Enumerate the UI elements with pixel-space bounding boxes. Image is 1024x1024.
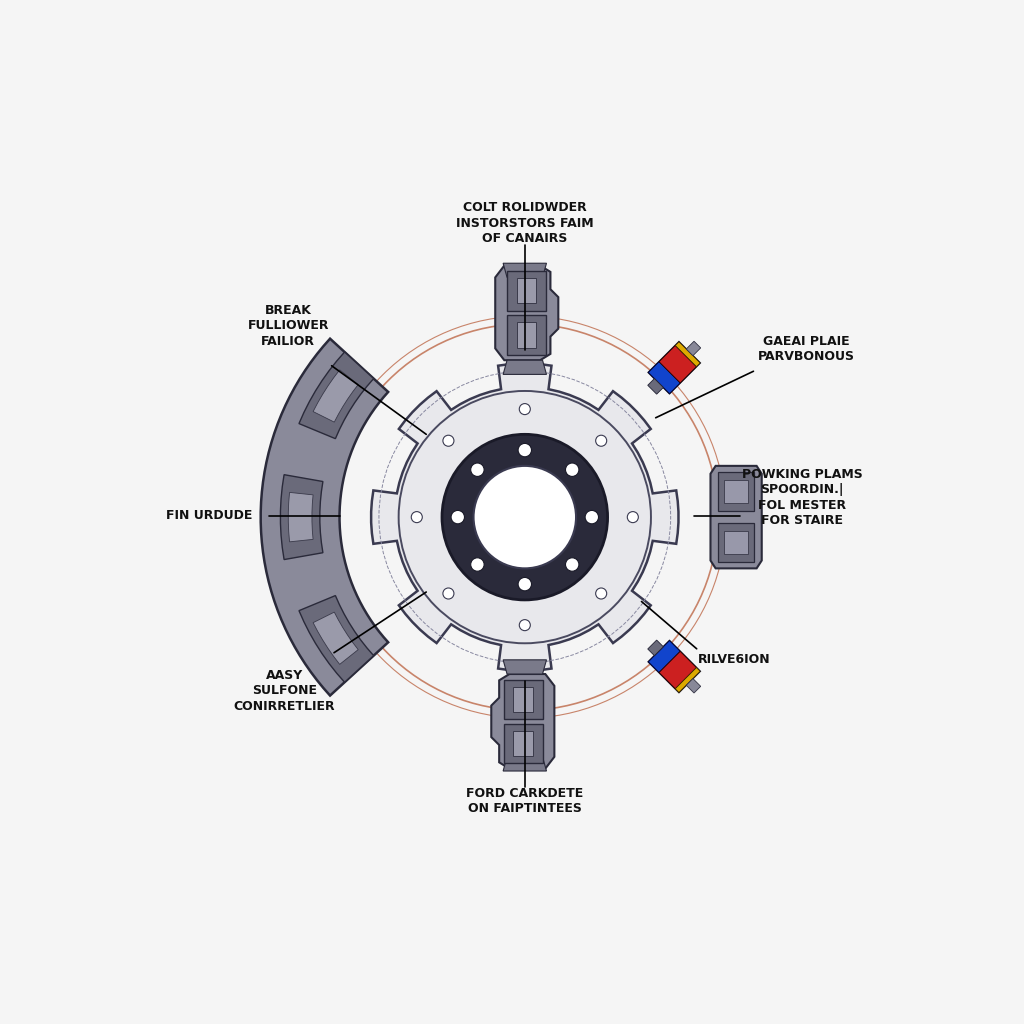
Circle shape: [519, 620, 530, 631]
Polygon shape: [648, 641, 700, 692]
Polygon shape: [648, 361, 680, 393]
Circle shape: [443, 435, 454, 446]
Polygon shape: [289, 493, 313, 542]
Polygon shape: [496, 265, 558, 360]
Polygon shape: [503, 263, 547, 278]
Polygon shape: [371, 364, 679, 671]
Polygon shape: [503, 659, 547, 674]
Polygon shape: [492, 674, 554, 769]
Circle shape: [518, 443, 531, 457]
Polygon shape: [725, 480, 748, 503]
Text: BREAK
FULLIOWER
FAILIOR: BREAK FULLIOWER FAILIOR: [248, 303, 329, 347]
Polygon shape: [718, 472, 754, 511]
Circle shape: [519, 403, 530, 415]
Text: FORD CARKDETE
ON FAIPTINTEES: FORD CARKDETE ON FAIPTINTEES: [466, 786, 584, 815]
Polygon shape: [648, 342, 700, 393]
Circle shape: [518, 578, 531, 591]
Circle shape: [471, 463, 484, 476]
Polygon shape: [516, 323, 537, 347]
Polygon shape: [516, 279, 537, 303]
Circle shape: [473, 466, 577, 568]
Circle shape: [596, 588, 606, 599]
Polygon shape: [648, 640, 664, 655]
Polygon shape: [675, 342, 700, 367]
Circle shape: [596, 435, 606, 446]
Polygon shape: [503, 360, 547, 375]
Polygon shape: [648, 379, 664, 394]
Polygon shape: [711, 466, 762, 568]
Polygon shape: [507, 271, 546, 310]
Polygon shape: [507, 315, 546, 354]
Polygon shape: [503, 757, 547, 771]
Polygon shape: [504, 724, 543, 763]
Circle shape: [628, 512, 638, 522]
Polygon shape: [513, 731, 534, 756]
Polygon shape: [313, 612, 358, 665]
Polygon shape: [299, 352, 374, 438]
Circle shape: [565, 558, 579, 571]
Polygon shape: [299, 596, 374, 682]
Text: RILVE6ION: RILVE6ION: [698, 652, 771, 666]
Polygon shape: [659, 345, 696, 383]
Text: POWKING PLAMS
SPOORDIN.|
FOL MESTER
FOR STAIRE: POWKING PLAMS SPOORDIN.| FOL MESTER FOR …: [741, 468, 862, 527]
Polygon shape: [313, 370, 358, 422]
Circle shape: [585, 510, 598, 524]
Circle shape: [443, 588, 454, 599]
Polygon shape: [281, 475, 323, 559]
Polygon shape: [686, 679, 700, 693]
Circle shape: [442, 434, 607, 600]
Polygon shape: [718, 523, 754, 562]
Circle shape: [452, 510, 465, 524]
Text: FIN URDUDE: FIN URDUDE: [166, 509, 253, 522]
Circle shape: [565, 463, 579, 476]
Polygon shape: [261, 339, 388, 695]
Text: GAEAI PLAIE
PARVBONOUS: GAEAI PLAIE PARVBONOUS: [758, 335, 854, 364]
Polygon shape: [675, 668, 700, 692]
Polygon shape: [504, 680, 543, 719]
Circle shape: [471, 558, 484, 571]
Polygon shape: [725, 531, 748, 554]
Polygon shape: [648, 641, 680, 673]
Polygon shape: [659, 651, 696, 689]
Polygon shape: [686, 341, 700, 355]
Text: COLT ROLIDWDER
INSTORSTORS FAIM
OF CANAIRS: COLT ROLIDWDER INSTORSTORS FAIM OF CANAI…: [456, 201, 594, 245]
Circle shape: [412, 512, 422, 522]
Polygon shape: [513, 687, 534, 712]
Text: AASY
SULFONE
CONIRRETLIER: AASY SULFONE CONIRRETLIER: [233, 669, 335, 713]
